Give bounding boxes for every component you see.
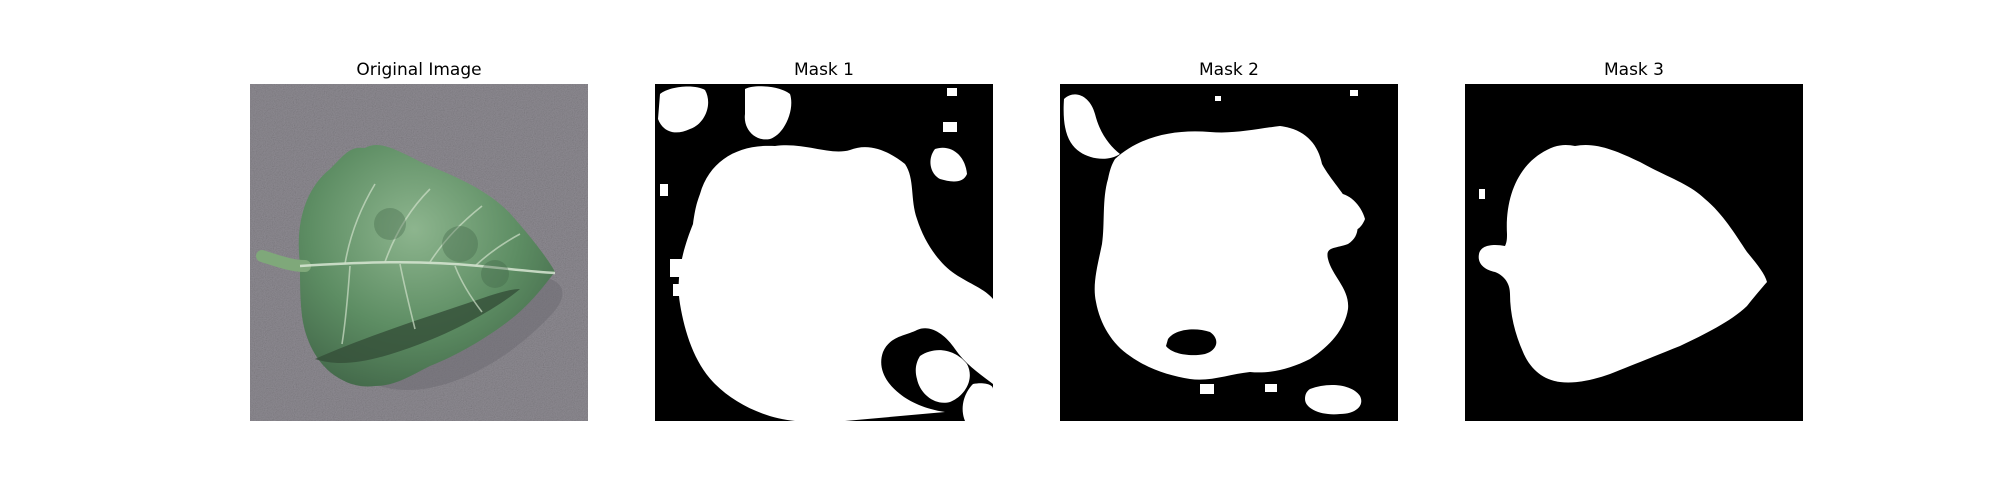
original-leaf-image — [250, 84, 588, 421]
mask-3-image — [1465, 84, 1803, 421]
panel-original-image: Original Image — [250, 0, 588, 500]
mask-2-image — [1060, 84, 1398, 421]
panel-title: Mask 2 — [1198, 60, 1259, 80]
panel-mask-3: Mask 3 — [1465, 0, 1803, 500]
panel-title: Original Image — [356, 60, 482, 80]
panel-title: Mask 3 — [1603, 60, 1664, 80]
panel-mask-1: Mask 1 — [655, 0, 993, 500]
panel-mask-2: Mask 2 — [1060, 0, 1398, 500]
panel-title: Mask 1 — [793, 60, 854, 80]
mask-1-image — [655, 84, 993, 421]
